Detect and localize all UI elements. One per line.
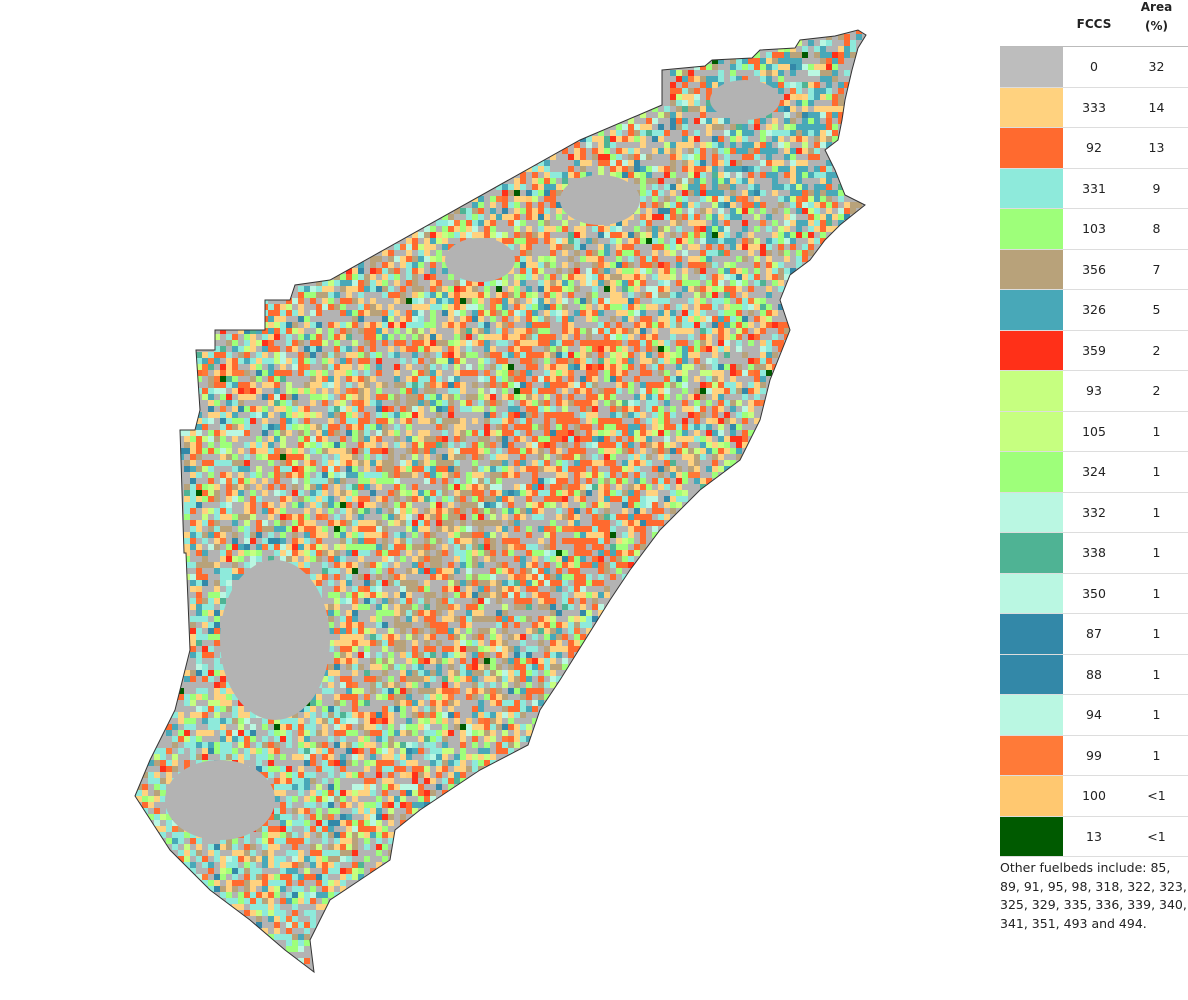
legend-row: 324 1 bbox=[1000, 452, 1188, 493]
legend-row: 326 5 bbox=[1000, 290, 1188, 331]
legend-area-percent: 1 bbox=[1152, 666, 1161, 682]
legend-row: 103 8 bbox=[1000, 209, 1188, 250]
legend-area-percent: 7 bbox=[1152, 261, 1161, 277]
legend-header-area: Area (%) bbox=[1125, 0, 1188, 36]
legend-swatch bbox=[1000, 411, 1063, 451]
legend-header: FCCS Area (%) bbox=[1000, 0, 1188, 46]
legend-fccs-code: 99 bbox=[1086, 747, 1102, 763]
legend-swatch bbox=[1000, 168, 1063, 208]
unclassified-areas bbox=[165, 80, 780, 840]
legend-fccs-code: 105 bbox=[1082, 423, 1106, 439]
legend-other-fuelbeds-note: Other fuelbeds include: 85, 89, 91, 95, … bbox=[1000, 860, 1187, 931]
legend-fccs-code: 0 bbox=[1090, 59, 1098, 74]
legend-fccs-code: 333 bbox=[1082, 99, 1106, 115]
legend-row: 93 2 bbox=[1000, 371, 1188, 412]
legend-fccs-code: 324 bbox=[1082, 464, 1106, 479]
legend-row: 99 1 bbox=[1000, 735, 1188, 776]
legend-fccs-code: 100 bbox=[1082, 788, 1106, 803]
legend-swatch bbox=[1000, 816, 1063, 856]
legend-row: 105 1 bbox=[1000, 411, 1188, 452]
legend-fccs-code: 331 bbox=[1082, 180, 1106, 196]
legend-area-percent: 1 bbox=[1152, 504, 1161, 520]
legend-area-percent: 1 bbox=[1152, 707, 1161, 722]
legend-table: 0 32 333 14 92 13 331 9 103 8 356 7 326 5 359 2 93 2 105 1 3… bbox=[1000, 46, 1188, 857]
legend-fccs-code: 92 bbox=[1086, 140, 1102, 155]
legend-swatch bbox=[1000, 290, 1063, 330]
legend-row: 0 32 bbox=[1000, 47, 1188, 88]
fuelbed-map bbox=[134, 29, 867, 974]
legend-fccs-code: 13 bbox=[1086, 828, 1102, 844]
legend-swatch bbox=[1000, 371, 1063, 411]
legend-area-percent: 1 bbox=[1152, 464, 1161, 479]
legend-swatch bbox=[1000, 654, 1063, 694]
legend-swatch bbox=[1000, 209, 1063, 249]
legend-row: 100 <1 bbox=[1000, 776, 1188, 817]
legend-fccs-code: 332 bbox=[1082, 504, 1106, 520]
legend-row: 92 13 bbox=[1000, 128, 1188, 169]
unclassified-patch bbox=[220, 560, 330, 720]
fccs-legend: FCCS Area (%) 0 32 333 14 92 13 331 9 103 8 356 7 326… bbox=[1000, 0, 1188, 934]
unclassified-patch bbox=[445, 238, 515, 282]
legend-area-percent: 5 bbox=[1152, 302, 1161, 317]
legend-fccs-code: 88 bbox=[1086, 666, 1102, 682]
legend-header-area-line1: Area bbox=[1140, 0, 1173, 14]
legend-area-percent: 1 bbox=[1152, 747, 1161, 763]
legend-row: 338 1 bbox=[1000, 533, 1188, 574]
legend-row: 87 1 bbox=[1000, 614, 1188, 655]
legend-fccs-code: 338 bbox=[1082, 545, 1106, 560]
legend-area-percent: <1 bbox=[1147, 788, 1166, 803]
legend-swatch bbox=[1000, 492, 1063, 532]
legend-swatch bbox=[1000, 573, 1063, 613]
legend-area-percent: <1 bbox=[1147, 828, 1166, 844]
legend-swatch bbox=[1000, 533, 1063, 573]
legend-row: 94 1 bbox=[1000, 695, 1188, 736]
legend-row: 359 2 bbox=[1000, 330, 1188, 371]
legend-row: 331 9 bbox=[1000, 168, 1188, 209]
legend-swatch bbox=[1000, 614, 1063, 654]
legend-row: 356 7 bbox=[1000, 249, 1188, 290]
legend-fccs-code: 103 bbox=[1082, 221, 1106, 236]
legend-row: 332 1 bbox=[1000, 492, 1188, 533]
fuelbed-map-canvas bbox=[134, 29, 867, 974]
unclassified-patch bbox=[560, 175, 640, 225]
legend-fccs-code: 326 bbox=[1082, 302, 1106, 317]
legend-swatch bbox=[1000, 695, 1063, 735]
legend-area-percent: 32 bbox=[1148, 59, 1165, 74]
legend-swatch bbox=[1000, 47, 1063, 87]
legend-area-percent: 13 bbox=[1148, 140, 1165, 155]
legend-fccs-code: 356 bbox=[1082, 261, 1106, 277]
region-outline bbox=[134, 29, 867, 974]
legend-row: 350 1 bbox=[1000, 573, 1188, 614]
legend-swatch bbox=[1000, 128, 1063, 168]
legend-area-percent: 2 bbox=[1152, 383, 1161, 398]
legend-row: 333 14 bbox=[1000, 87, 1188, 128]
legend-area-percent: 8 bbox=[1152, 221, 1161, 236]
legend-area-percent: 1 bbox=[1152, 626, 1161, 641]
legend-fccs-code: 87 bbox=[1086, 626, 1102, 641]
unclassified-patch bbox=[165, 760, 275, 840]
legend-area-percent: 1 bbox=[1152, 545, 1161, 560]
legend-swatch bbox=[1000, 249, 1063, 289]
legend-swatch bbox=[1000, 776, 1063, 816]
legend-fccs-code: 93 bbox=[1086, 383, 1102, 398]
legend-header-area-line2: (%) bbox=[1145, 19, 1168, 33]
unclassified-patch bbox=[710, 80, 780, 120]
legend-header-area-label: Area (%) bbox=[1141, 0, 1172, 33]
legend-swatch bbox=[1000, 735, 1063, 775]
legend-header-fccs: FCCS bbox=[1076, 17, 1112, 31]
legend-row: 88 1 bbox=[1000, 654, 1188, 695]
legend-fccs-code: 359 bbox=[1082, 342, 1106, 358]
legend-swatch bbox=[1000, 330, 1063, 370]
legend-area-percent: 2 bbox=[1152, 342, 1161, 358]
legend-area-percent: 1 bbox=[1152, 585, 1161, 601]
legend-swatch bbox=[1000, 87, 1063, 127]
legend-swatch bbox=[1000, 452, 1063, 492]
legend-fccs-code: 94 bbox=[1086, 707, 1102, 722]
legend-fccs-code: 350 bbox=[1082, 585, 1106, 601]
legend-area-percent: 9 bbox=[1152, 180, 1161, 196]
legend-area-percent: 1 bbox=[1152, 423, 1161, 439]
legend-row: 13 <1 bbox=[1000, 816, 1188, 857]
legend-area-percent: 14 bbox=[1148, 99, 1165, 115]
